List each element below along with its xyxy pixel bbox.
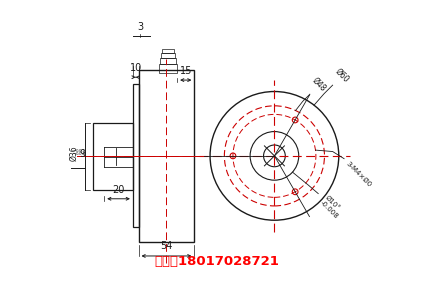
Text: Ø48: Ø48 [310, 76, 328, 93]
Bar [93, 123, 133, 190]
Text: 9: 9 [80, 149, 86, 158]
Bar [139, 70, 194, 242]
Text: 10: 10 [129, 63, 142, 73]
Bar [161, 53, 175, 58]
Text: 54: 54 [160, 241, 173, 251]
Text: Ø60: Ø60 [333, 67, 351, 84]
Text: Ø36: Ø36 [69, 145, 78, 161]
Text: 20: 20 [113, 185, 125, 195]
Text: 15: 15 [180, 66, 192, 76]
Text: $^{-0.01}_{-0.04}$: $^{-0.01}_{-0.04}$ [71, 148, 85, 158]
Text: 3-M4×Ø0: 3-M4×Ø0 [345, 160, 372, 188]
Text: Ø10°
-0.008: Ø10° -0.008 [319, 195, 344, 220]
Bar [159, 64, 177, 73]
Bar [162, 49, 174, 53]
Bar [160, 58, 176, 64]
Text: 3: 3 [137, 22, 143, 32]
Bar [133, 84, 139, 227]
Text: 手机：18017028721: 手机：18017028721 [154, 255, 279, 268]
